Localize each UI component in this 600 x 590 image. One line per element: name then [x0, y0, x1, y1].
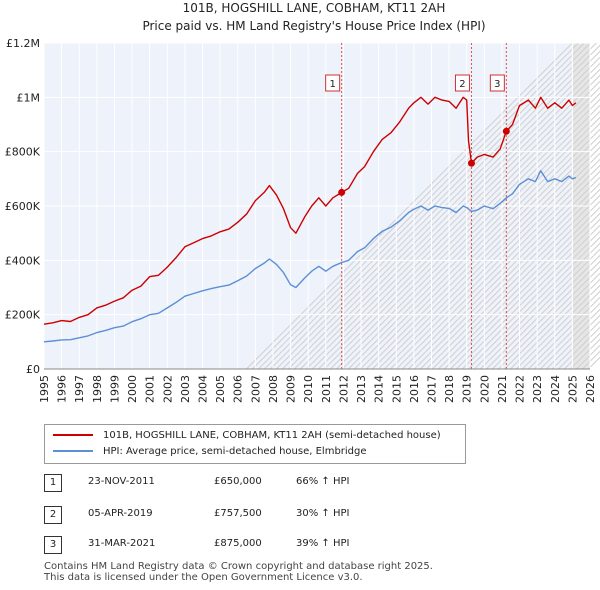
y-tick-label: £400K — [5, 254, 41, 267]
y-tick-label: £800K — [5, 146, 41, 159]
y-tick-label: £200K — [5, 309, 41, 322]
x-tick-label: 2005 — [214, 375, 227, 403]
x-tick-label: 2003 — [179, 375, 192, 403]
legend-swatch-hpi — [53, 450, 93, 452]
x-tick-label: 1997 — [73, 375, 86, 403]
sale-point — [467, 159, 475, 167]
sale-point — [338, 188, 346, 196]
transaction-hpi-delta: 30% ↑ HPI — [296, 508, 350, 519]
x-tick-label: 2000 — [126, 375, 139, 403]
chart-subtitle: Price paid vs. HM Land Registry's House … — [142, 19, 485, 33]
x-tick-label: 2014 — [373, 375, 386, 403]
transaction-hpi-delta: 39% ↑ HPI — [296, 538, 350, 549]
projection-hatch — [540, 308, 600, 370]
legend-item-hpi: HPI: Average price, semi-detached house,… — [53, 445, 367, 459]
x-tick-label: 2009 — [285, 375, 298, 403]
chart-title: 101B, HOGSHILL LANE, COBHAM, KT11 2AH — [183, 1, 446, 15]
y-tick-label: £1.2M — [6, 37, 40, 50]
x-tick-label: 2012 — [337, 375, 350, 403]
x-tick-label: 2026 — [584, 375, 597, 403]
x-tick-label: 2016 — [408, 375, 421, 403]
x-tick-label: 2025 — [566, 375, 579, 403]
x-tick-label: 1996 — [56, 375, 69, 403]
x-tick-label: 2010 — [302, 375, 315, 403]
y-tick-label: £0 — [26, 363, 40, 376]
attribution: Contains HM Land Registry data © Crown c… — [44, 561, 433, 583]
x-tick-label: 1995 — [38, 375, 51, 403]
sale-badge-label: 3 — [494, 79, 500, 90]
x-tick-label: 2023 — [531, 375, 544, 403]
transaction-date: 31-MAR-2021 — [88, 538, 156, 549]
x-tick-label: 2022 — [514, 375, 527, 403]
transaction-date: 23-NOV-2011 — [88, 476, 155, 487]
x-tick-label: 2013 — [355, 375, 368, 403]
y-tick-label: £600K — [5, 200, 41, 213]
x-tick-label: 2011 — [320, 375, 333, 403]
sale-badge — [489, 74, 505, 92]
series-line-property — [43, 96, 577, 325]
legend-label-hpi: HPI: Average price, semi-detached house,… — [103, 446, 367, 457]
x-tick-label: 2020 — [478, 375, 491, 403]
legend-swatch-property — [53, 434, 93, 436]
x-tick-label: 1998 — [91, 375, 104, 403]
x-tick-label: 2001 — [144, 375, 157, 403]
x-tick-label: 2008 — [267, 375, 280, 403]
price-chart: 101B, HOGSHILL LANE, COBHAM, KT11 2AH Pr… — [5, 1, 600, 403]
x-tick-label: 2019 — [461, 375, 474, 403]
x-tick-label: 2018 — [443, 375, 456, 403]
attribution-line-2: This data is licensed under the Open Gov… — [44, 572, 363, 583]
x-tick-label: 2017 — [425, 375, 438, 403]
x-tick-label: 2006 — [232, 375, 245, 403]
x-tick-label: 2007 — [249, 375, 262, 403]
attribution-line-1: Contains HM Land Registry data © Crown c… — [44, 561, 433, 572]
sale-badge — [454, 74, 470, 92]
transaction-price: £757,500 — [214, 508, 262, 519]
sale-badge-label: 2 — [459, 79, 465, 90]
transaction-marker: 1 — [44, 474, 62, 492]
series-line-hpi — [43, 169, 577, 343]
transaction-marker: 3 — [44, 536, 62, 554]
transaction-price: £875,000 — [214, 538, 262, 549]
legend-label-property: 101B, HOGSHILL LANE, COBHAM, KT11 2AH (s… — [103, 430, 441, 441]
transaction-price: £650,000 — [214, 476, 262, 487]
chart-legend: 101B, HOGSHILL LANE, COBHAM, KT11 2AH (s… — [44, 424, 466, 464]
sale-point — [502, 127, 510, 135]
x-tick-label: 2002 — [161, 375, 174, 403]
sale-badge-label: 1 — [329, 79, 335, 90]
x-tick-label: 2004 — [197, 375, 210, 403]
sale-badge — [325, 74, 341, 92]
transaction-hpi-delta: 66% ↑ HPI — [296, 476, 350, 487]
legend-item-property: 101B, HOGSHILL LANE, COBHAM, KT11 2AH (s… — [53, 429, 441, 443]
x-tick-label: 2024 — [549, 375, 562, 403]
x-tick-label: 1999 — [108, 375, 121, 403]
x-tick-label: 2015 — [390, 375, 403, 403]
transaction-marker: 2 — [44, 506, 62, 524]
y-tick-label: £1M — [17, 91, 41, 104]
x-tick-label: 2021 — [496, 375, 509, 403]
transaction-date: 05-APR-2019 — [88, 508, 153, 519]
